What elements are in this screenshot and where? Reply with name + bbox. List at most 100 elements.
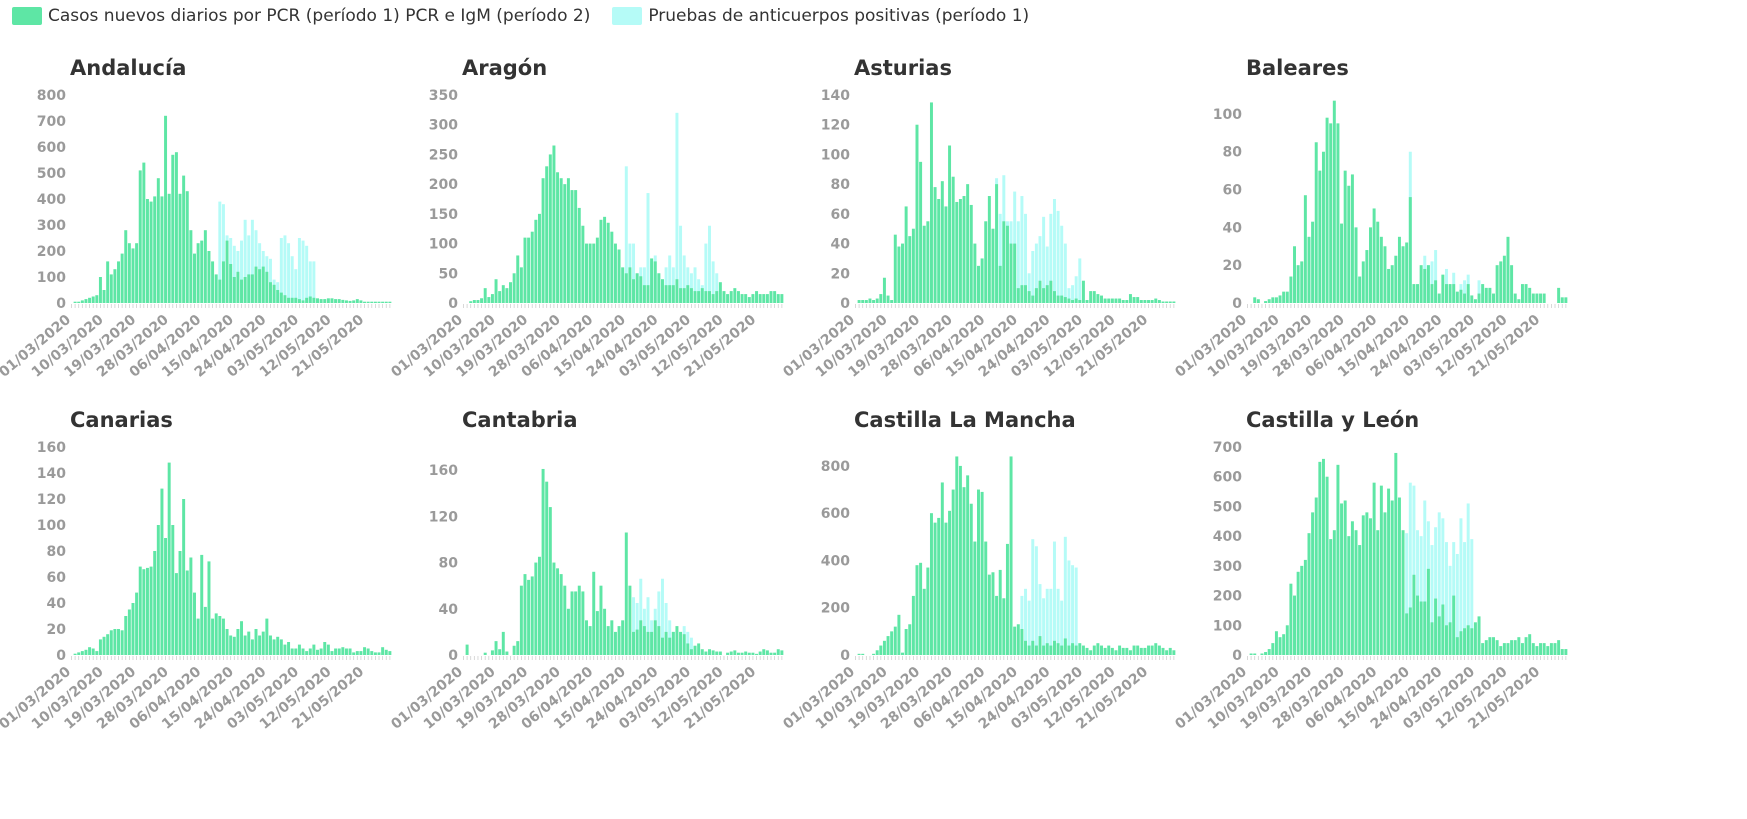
bar-pcr: [225, 240, 229, 303]
bar-pcr: [494, 641, 498, 655]
bar-pcr: [1517, 299, 1521, 303]
bar-pcr: [1016, 624, 1020, 655]
bar-antibodies: [247, 235, 251, 303]
bar-pcr: [708, 291, 711, 303]
bar-pcr: [1172, 301, 1176, 303]
bar-pcr: [106, 634, 110, 655]
bar-pcr: [726, 294, 730, 303]
chart-asturias: Asturias02040608010012014001/03/202010/0…: [780, 56, 1176, 381]
bar-pcr: [951, 176, 955, 303]
legend-item-antibodies[interactable]: Pruebas de anticuerpos positivas (períod…: [612, 6, 1029, 26]
bar-antibodies: [1074, 276, 1078, 303]
bar-pcr: [919, 161, 923, 303]
bar-pcr: [1492, 293, 1495, 303]
bar-pcr: [628, 267, 632, 303]
bar-antibodies: [294, 269, 298, 303]
legend-item-pcr[interactable]: Casos nuevos diarios por PCR (período 1)…: [12, 6, 590, 26]
bar-pcr: [135, 592, 139, 655]
bar-pcr: [1103, 647, 1107, 655]
bar-pcr: [758, 294, 762, 303]
bar-pcr: [1510, 640, 1514, 655]
bar-pcr: [747, 652, 751, 655]
bar-pcr: [711, 650, 715, 655]
bar-pcr: [657, 626, 661, 655]
bar-pcr: [283, 644, 287, 655]
bar-antibodies: [646, 193, 650, 303]
bar-antibodies: [686, 267, 690, 303]
bar-antibodies: [1031, 251, 1035, 303]
bar-pcr: [595, 237, 599, 303]
bar-pcr: [1143, 647, 1147, 655]
bar-antibodies: [1052, 199, 1056, 303]
bar-pcr: [773, 652, 777, 655]
bar-pcr: [1340, 503, 1344, 655]
bar-pcr: [1539, 293, 1543, 303]
y-tick-label: 80: [1223, 145, 1243, 161]
bar-pcr: [1535, 646, 1539, 655]
bar-pcr: [1369, 227, 1372, 303]
bar-pcr: [879, 645, 883, 655]
bar-pcr: [1049, 280, 1053, 303]
bar-pcr: [98, 277, 102, 303]
bar-pcr: [1455, 291, 1459, 303]
bar-pcr: [1444, 625, 1448, 655]
bar-pcr: [138, 170, 142, 303]
bar-pcr: [501, 631, 505, 655]
bar-antibodies: [1027, 600, 1031, 655]
bar-pcr: [599, 219, 603, 303]
bar-pcr: [700, 288, 704, 303]
bar-antibodies: [250, 219, 254, 303]
bar-antibodies: [297, 238, 301, 303]
bar-pcr: [715, 291, 719, 303]
bar-antibodies: [998, 213, 1002, 303]
bar-pcr: [1056, 295, 1060, 303]
bar-pcr: [1448, 622, 1452, 655]
bar-pcr: [1520, 643, 1524, 655]
bar-pcr: [1034, 288, 1038, 303]
bar-pcr: [1154, 298, 1158, 303]
bar-pcr: [762, 649, 766, 655]
y-tick-label: 120: [37, 492, 66, 508]
bar-pcr: [1387, 488, 1391, 655]
bar-pcr: [1300, 261, 1304, 303]
bar-pcr: [1267, 649, 1271, 655]
bar-pcr: [232, 636, 236, 655]
y-tick-label: 700: [1213, 440, 1242, 456]
bar-pcr: [998, 569, 1002, 655]
bar-pcr: [490, 650, 494, 655]
bar-pcr: [366, 301, 370, 303]
bar-pcr: [268, 635, 272, 655]
chart-cantabria: Cantabria0408012016001/03/202010/03/2020…: [388, 408, 784, 733]
bar-antibodies: [1437, 512, 1441, 655]
bar-pcr: [1397, 236, 1401, 303]
chart-baleares: Baleares02040608010001/03/202010/03/2020…: [1172, 56, 1568, 381]
bar-pcr: [1350, 521, 1354, 655]
bar-antibodies: [708, 225, 711, 303]
bar-pcr: [693, 645, 697, 655]
bar-pcr: [218, 279, 222, 303]
bar-antibodies: [693, 267, 697, 303]
bar-antibodies: [1470, 539, 1474, 655]
bar-pcr: [218, 616, 222, 655]
bar-pcr: [980, 258, 984, 303]
bar-pcr: [984, 541, 988, 655]
chart-title-asturias: Asturias: [854, 56, 952, 80]
y-tick-label: 40: [439, 602, 459, 618]
bar-pcr: [1365, 512, 1369, 655]
bar-pcr: [969, 503, 973, 655]
bar-pcr: [1063, 638, 1067, 655]
bar-pcr: [193, 592, 196, 655]
y-tick-label: 400: [821, 553, 850, 569]
bar-pcr: [574, 591, 578, 655]
bar-pcr: [316, 649, 319, 655]
bar-pcr: [857, 653, 861, 655]
y-tick-label: 160: [37, 440, 66, 456]
bar-antibodies: [664, 603, 668, 655]
bar-pcr: [344, 300, 348, 303]
bar-pcr: [1390, 500, 1394, 655]
bar-pcr: [697, 643, 701, 655]
bar-antibodies: [1049, 588, 1053, 655]
legend-swatch-antibodies: [612, 7, 643, 25]
bar-pcr: [1031, 295, 1035, 303]
bar-pcr: [639, 276, 643, 303]
